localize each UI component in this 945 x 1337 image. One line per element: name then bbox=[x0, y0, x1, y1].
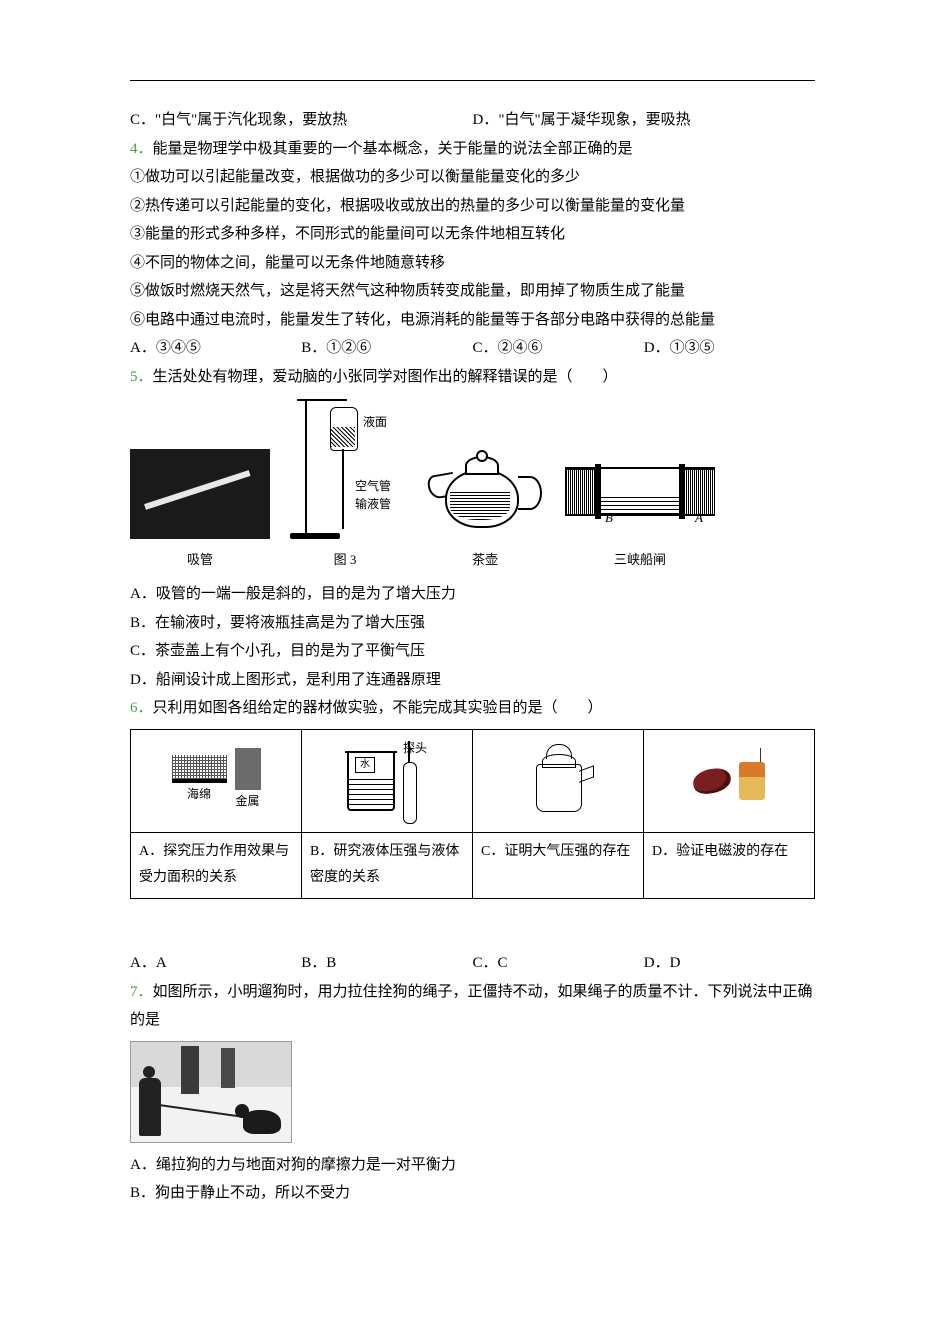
q6-cell-d-img bbox=[644, 729, 815, 832]
q4-statement-2: ②热传递可以引起能量的变化，根据吸收或放出的热量的多少可以衡量能量的变化量 bbox=[130, 192, 815, 221]
q4-options: A．③④⑤ B．①②⑥ C．②④⑥ D．①③⑤ bbox=[130, 334, 815, 363]
q7: 7．如图所示，小明遛狗时，用力拉住拴狗的绳子，正僵持不动，如果绳子的质量不计．下… bbox=[130, 978, 815, 1035]
iv-liquid-label: 液面 bbox=[363, 411, 387, 434]
q6-options: A．A B．B C．C D．D bbox=[130, 949, 815, 978]
metal-block-icon bbox=[235, 748, 261, 790]
kettle-icon bbox=[528, 746, 588, 816]
q7-stem: 如图所示，小明遛狗时，用力拉住拴狗的绳子，正僵持不动，如果绳子的质量不计．下列说… bbox=[130, 984, 813, 1029]
q4-option-c: C．②④⑥ bbox=[473, 334, 644, 363]
iv-tube-label: 输液管 bbox=[355, 493, 391, 516]
q4-option-d: D．①③⑤ bbox=[644, 334, 815, 363]
page: C．"白气"属于汽化现象，要放热 D．"白气"属于凝华现象，要吸热 4．能量是物… bbox=[0, 0, 945, 1288]
lock-label-a: A bbox=[695, 506, 703, 531]
q3-option-c: C．"白气"属于汽化现象，要放热 bbox=[130, 106, 473, 135]
q7-number: 7． bbox=[130, 984, 153, 1000]
q6-table: 海绵 金属 水 探头 bbox=[130, 729, 815, 899]
straw-label: 吸管 bbox=[187, 552, 213, 567]
q6-cell-b-text: B．研究液体压强与液体密度的关系 bbox=[302, 832, 473, 898]
q4-option-a: A．③④⑤ bbox=[130, 334, 301, 363]
beaker-icon: 水 bbox=[347, 751, 395, 811]
dog-icon bbox=[243, 1110, 281, 1134]
q4-option-b: B．①②⑥ bbox=[301, 334, 472, 363]
lock-label: 三峡船闸 bbox=[614, 552, 666, 567]
q5-option-c: C．茶壶盖上有个小孔，目的是为了平衡气压 bbox=[130, 637, 815, 666]
q6-option-a: A．A bbox=[130, 949, 301, 978]
q6-stem: 只利用如图各组给定的器材做实验，不能完成其实验目的是（ ） bbox=[153, 700, 603, 716]
q4-statement-1: ①做功可以引起能量改变，根据做功的多少可以衡量能量变化的多少 bbox=[130, 163, 815, 192]
metal-label: 金属 bbox=[235, 790, 261, 813]
q6-option-d: D．D bbox=[644, 949, 815, 978]
sponge-label: 海绵 bbox=[172, 783, 227, 806]
q3-option-d: D．"白气"属于凝华现象，要吸热 bbox=[473, 106, 816, 135]
iv-stand-icon: 液面 空气管 输液管 bbox=[285, 399, 405, 539]
lock-label-b: B bbox=[605, 506, 613, 531]
sponge-icon bbox=[172, 755, 227, 783]
q4-stem: 能量是物理学中极其重要的一个基本概念，关于能量的说法全部正确的是 bbox=[153, 141, 633, 157]
q5: 5．生活处处有物理，爱动脑的小张同学对图作出的解释错误的是（ ） bbox=[130, 363, 815, 392]
q5-img-straw: 吸管 bbox=[130, 449, 270, 572]
iv-fig-label: 图 3 bbox=[334, 552, 357, 567]
q4-statement-4: ④不同的物体之间，能量可以无条件地随意转移 bbox=[130, 249, 815, 278]
q6-option-c: C．C bbox=[473, 949, 644, 978]
table-row: 海绵 金属 水 探头 bbox=[131, 729, 815, 832]
straw-icon bbox=[130, 449, 270, 539]
person-icon bbox=[139, 1078, 161, 1136]
q5-img-lock: B A 三峡船闸 bbox=[565, 449, 715, 572]
q6-cell-a-text: A．探究压力作用效果与受力面积的关系 bbox=[131, 832, 302, 898]
probe-icon bbox=[403, 762, 417, 824]
q6-cell-c-text: C．证明大气压强的存在 bbox=[473, 832, 644, 898]
q4-statement-5: ⑤做饭时燃烧天然气，这是将天然气这种物质转变成能量，即用掉了物质生成了能量 bbox=[130, 277, 815, 306]
q4: 4．能量是物理学中极其重要的一个基本概念，关于能量的说法全部正确的是 bbox=[130, 135, 815, 164]
q5-option-b: B．在输液时，要将液瓶挂高是为了增大压强 bbox=[130, 609, 815, 638]
q5-stem: 生活处处有物理，爱动脑的小张同学对图作出的解释错误的是（ ） bbox=[153, 369, 618, 385]
q5-images: 吸管 液面 空气管 输液管 图 3 茶壶 bbox=[130, 399, 815, 572]
q5-option-a: A．吸管的一端一般是斜的，目的是为了增大压力 bbox=[130, 580, 815, 609]
q6-cell-b-img: 水 探头 bbox=[302, 729, 473, 832]
probe-label: 探头 bbox=[403, 737, 427, 760]
q4-number: 4． bbox=[130, 141, 153, 157]
q6-cell-a-img: 海绵 金属 bbox=[131, 729, 302, 832]
spacer bbox=[130, 919, 815, 949]
teapot-label: 茶壶 bbox=[472, 552, 498, 567]
q6-cell-d-text: D．验证电磁波的存在 bbox=[644, 832, 815, 898]
q6-number: 6． bbox=[130, 700, 153, 716]
table-row: A．探究压力作用效果与受力面积的关系 B．研究液体压强与液体密度的关系 C．证明… bbox=[131, 832, 815, 898]
q7-image bbox=[130, 1041, 292, 1143]
q5-number: 5． bbox=[130, 369, 153, 385]
q6: 6．只利用如图各组给定的器材做实验，不能完成其实验目的是（ ） bbox=[130, 694, 815, 723]
q3-options-row: C．"白气"属于汽化现象，要放热 D．"白气"属于凝华现象，要吸热 bbox=[130, 106, 815, 135]
q6-option-b: B．B bbox=[301, 949, 472, 978]
q6-cell-c-img bbox=[473, 729, 644, 832]
radio-icon bbox=[739, 762, 765, 800]
q4-statement-3: ③能量的形式多种多样，不同形式的能量间可以无条件地相互转化 bbox=[130, 220, 815, 249]
water-label: 水 bbox=[355, 757, 375, 773]
q5-img-teapot: 茶壶 bbox=[420, 444, 550, 572]
teapot-icon bbox=[420, 444, 550, 539]
q5-img-iv: 液面 空气管 输液管 图 3 bbox=[285, 399, 405, 572]
q4-statement-6: ⑥电路中通过电流时，能量发生了转化，电源消耗的能量等于各部分电路中获得的总能量 bbox=[130, 306, 815, 335]
q7-option-a: A．绳拉狗的力与地面对狗的摩擦力是一对平衡力 bbox=[130, 1151, 815, 1180]
q7-option-b: B．狗由于静止不动，所以不受力 bbox=[130, 1179, 815, 1208]
top-rule bbox=[130, 80, 815, 81]
organ-icon bbox=[691, 766, 733, 796]
q5-option-d: D．船闸设计成上图形式，是利用了连通器原理 bbox=[130, 666, 815, 695]
ship-lock-icon: B A bbox=[565, 449, 715, 539]
